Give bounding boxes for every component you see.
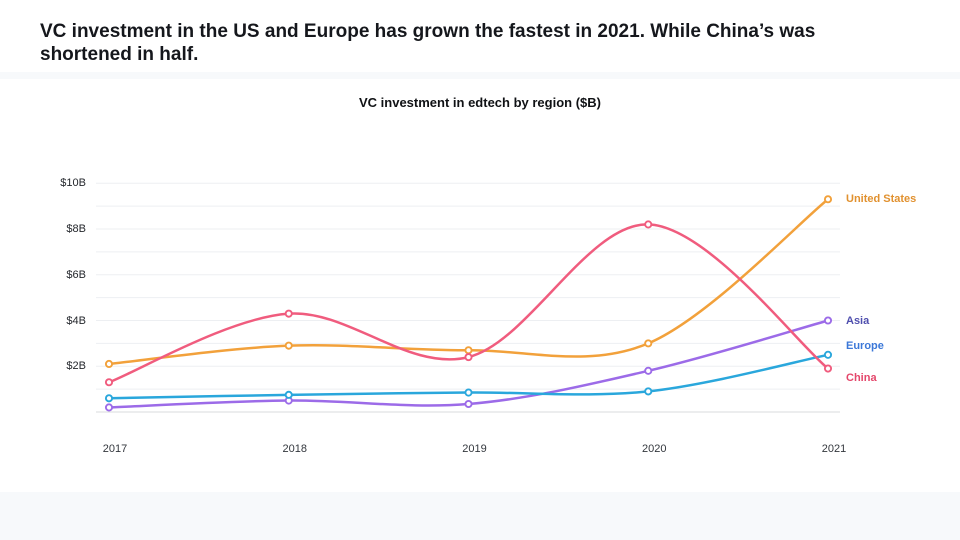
data-point [644,366,653,375]
legend-label-china: China [846,371,877,384]
data-point [464,346,473,355]
footer-band [0,492,960,540]
data-point [464,353,473,362]
data-point [284,390,293,399]
legend-label-europe: Europe [846,339,884,352]
x-axis-tick: 2020 [642,443,667,455]
y-axis-tick: $6B [66,268,86,281]
x-axis-tick: 2019 [462,443,487,455]
data-point [284,341,293,350]
y-axis-tick: $10B [60,177,86,190]
data-point [823,350,833,359]
data-point [644,339,653,348]
legend-label-asia: Asia [846,314,870,327]
x-axis-tick: 2021 [821,443,847,455]
y-axis-tick: $8B [66,223,86,235]
data-point [284,309,293,318]
x-axis-tick: 2017 [102,443,128,455]
legend-label-united-states: United States [846,193,917,206]
header-divider-band [0,72,960,79]
data-point [104,394,114,403]
data-point [104,403,114,412]
y-axis-tick: $4B [66,314,86,327]
data-point [104,359,114,369]
headline: VC investment in the US and Europe has g… [40,21,816,65]
data-point [644,387,653,396]
x-axis-tick: 2018 [282,443,307,455]
data-point [823,316,833,325]
series-line-united-states [107,198,830,366]
data-point [823,195,833,204]
data-point [464,399,473,409]
chart-title: VC investment in edtech by region ($B) [359,95,601,110]
data-point [104,378,114,387]
data-point [823,364,833,373]
y-axis-tick: $2B [66,360,86,373]
data-point [464,388,473,397]
data-point [644,220,653,229]
